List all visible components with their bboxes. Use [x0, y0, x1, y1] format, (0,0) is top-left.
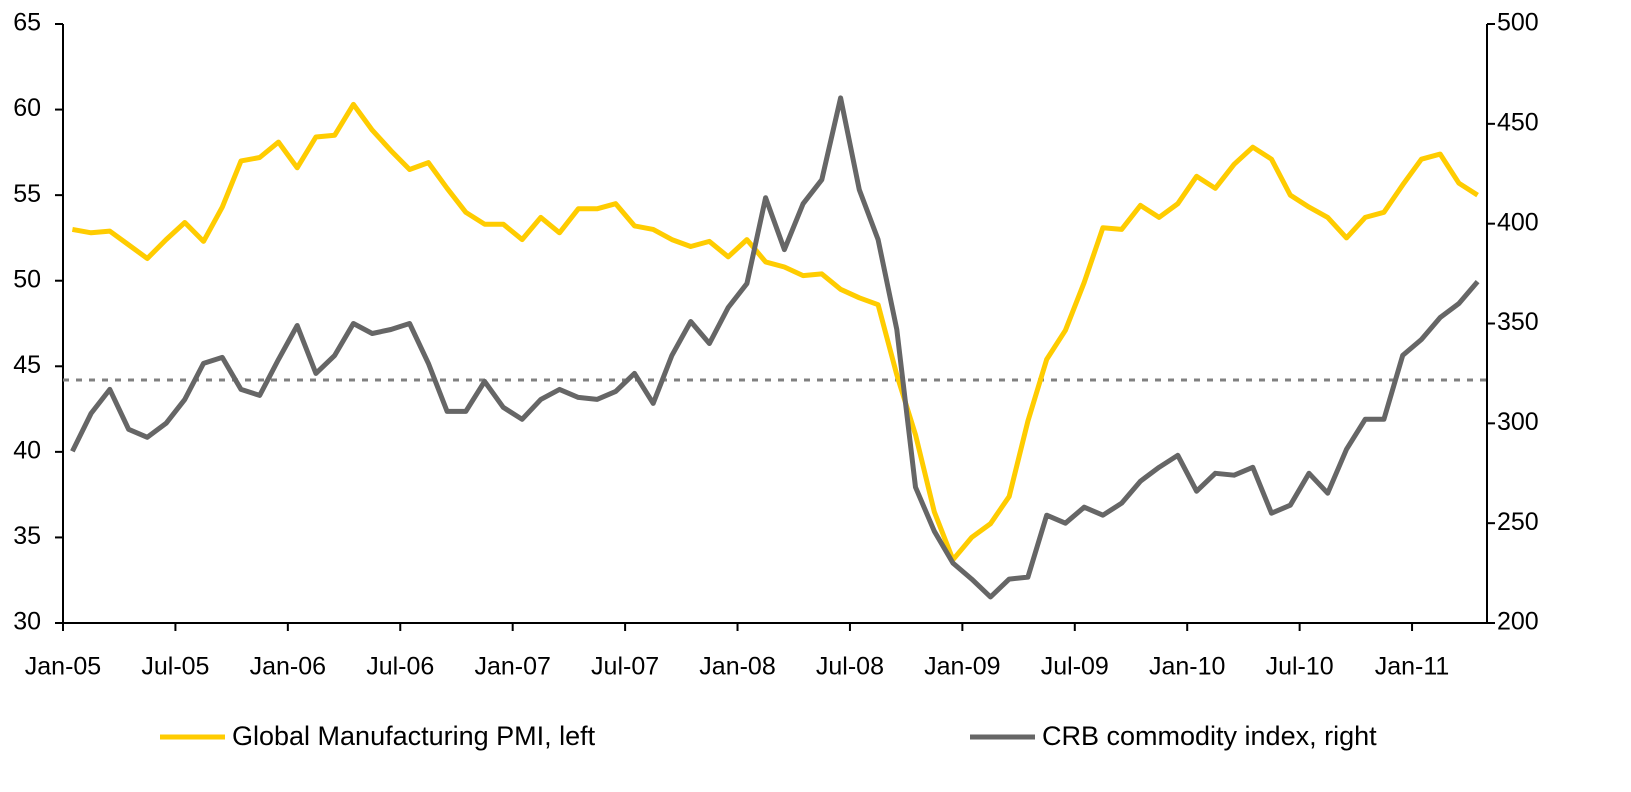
x-tick-label: Jan-06: [250, 653, 326, 681]
y2-tick-label: 400: [1497, 208, 1539, 236]
x-tick-label: Jul-06: [366, 653, 434, 681]
x-tick-label: Jul-09: [1041, 653, 1109, 681]
x-tick-label: Jan-09: [924, 653, 1000, 681]
y-tick-label: 65: [13, 9, 41, 37]
legend-label: CRB commodity index, right: [1042, 721, 1377, 751]
y2-tick-label: 350: [1497, 308, 1539, 336]
legend-label: Global Manufacturing PMI, left: [232, 721, 596, 751]
x-tick-label: Jul-10: [1266, 653, 1334, 681]
y2-tick-label: 450: [1497, 108, 1539, 136]
y-tick-label: 35: [13, 522, 41, 550]
x-tick-label: Jan-05: [25, 653, 101, 681]
y-tick-label: 60: [13, 94, 41, 122]
x-tick-label: Jul-05: [141, 653, 209, 681]
y-tick-label: 45: [13, 351, 41, 379]
x-tick-label: Jan-08: [699, 653, 775, 681]
y-tick-label: 40: [13, 436, 41, 464]
y2-tick-label: 300: [1497, 408, 1539, 436]
y-tick-label: 30: [13, 608, 41, 636]
x-tick-label: Jan-11: [1375, 653, 1450, 681]
x-tick-label: Jan-07: [474, 653, 550, 681]
y2-tick-label: 250: [1497, 508, 1539, 536]
y2-tick-label: 500: [1497, 9, 1539, 37]
x-tick-label: Jan-10: [1149, 653, 1225, 681]
y-tick-label: 55: [13, 180, 41, 208]
y2-tick-label: 200: [1497, 608, 1539, 636]
series-line: [71, 101, 1479, 563]
x-tick-label: Jul-07: [591, 653, 659, 681]
x-tick-label: Jul-08: [816, 653, 884, 681]
y-tick-label: 50: [13, 265, 41, 293]
series-line: [70, 95, 1480, 600]
